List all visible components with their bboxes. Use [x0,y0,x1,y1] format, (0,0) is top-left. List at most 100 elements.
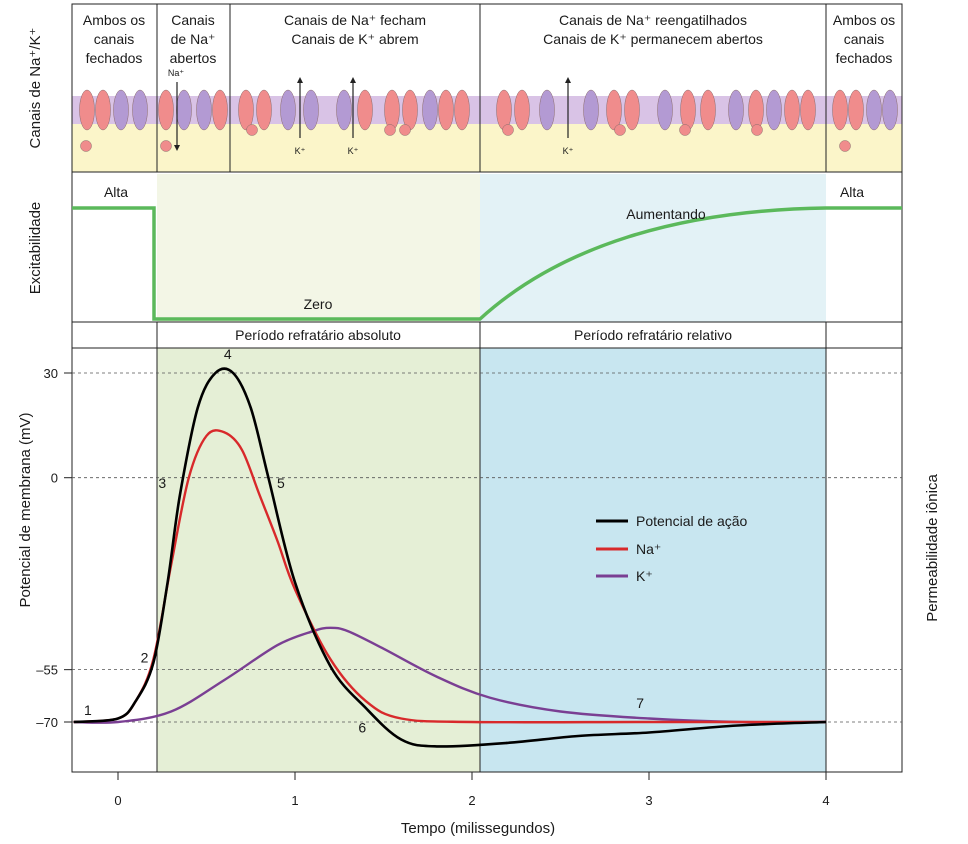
channel-protein [882,89,898,131]
channel-protein [800,89,816,131]
absolute-refractory-label: Período refratário absoluto [235,327,401,343]
k-label-1: K⁺ [295,146,306,156]
inactivation-gate [399,124,411,136]
phase-point-label: 7 [636,695,644,711]
inactivation-gate [751,124,763,136]
channel-protein [784,89,800,131]
inactivation-gate [80,140,92,152]
phase5-line1: Ambos os [833,12,895,28]
excitability-increasing: Aumentando [626,206,706,222]
channel-protein [680,89,696,131]
legend: Potencial de ação Na⁺ K⁺ [596,513,748,584]
k-label-3: K⁺ [563,146,574,156]
phase-point-label: 6 [358,719,366,735]
channel-protein [212,89,228,131]
phase1-line1: Ambos os [83,12,145,28]
phase3-line2: Canais de K⁺ abrem [291,31,418,47]
x-tick-label: 1 [291,793,298,808]
inactivation-gate [384,124,396,136]
phase5-line3: fechados [836,50,893,66]
channel-protein [132,89,148,131]
x-tick-label: 2 [468,793,475,808]
channel-protein [748,89,764,131]
phase-point-label: 3 [158,475,166,491]
channel-protein [624,89,640,131]
absolute-band-excitability [157,174,480,322]
channel-protein [196,89,212,131]
x-tick-label: 0 [114,793,121,808]
phase1-line3: fechados [86,50,143,66]
excitability-zero: Zero [304,296,333,312]
phase-headers: Ambos os canais fechados Canais de Na⁺ a… [83,12,895,66]
excitability-curve [72,206,902,321]
right-axis-label: Permeabilidade iônica [924,474,941,622]
channel-protein [728,89,744,131]
y-axis-label: Potencial de membrana (mV) [17,412,34,607]
k-label-2: K⁺ [348,146,359,156]
y-tick-label: –70 [36,715,58,730]
y-tick-label: 0 [51,471,58,486]
channel-protein [280,89,296,131]
relative-refractory-band [480,348,826,772]
excitability-high-right: Alta [840,184,864,200]
channel-protein [700,89,716,131]
channel-protein [238,89,254,131]
channel-protein [256,89,272,131]
channel-protein [438,89,454,131]
channel-protein [95,89,111,131]
channel-protein [303,89,319,131]
channel-protein [158,89,174,131]
absolute-refractory-band [157,348,480,772]
frame [71,3,903,773]
x-tick-label: 3 [645,793,652,808]
relative-refractory-label: Período refratário relativo [574,327,732,343]
excitability-high-left: Alta [104,184,128,200]
channel-protein [514,89,530,131]
phase2-line3: abertos [170,50,217,66]
channel-protein [79,89,95,131]
channel-protein [848,89,864,131]
series-k [73,626,827,724]
channel-protein [336,89,352,131]
channel-protein [454,89,470,131]
row-label-channels: Canais de Na⁺/K⁺ [27,28,44,149]
channel-protein [176,89,192,131]
inactivation-gate [614,124,626,136]
membrane-row [72,89,902,172]
series-action-potential [73,367,827,748]
chart-series [73,367,827,748]
inactivation-gate [502,124,514,136]
channel-protein [606,89,622,131]
channel-protein [583,89,599,131]
inactivation-gate [839,140,851,152]
legend-label-k: K⁺ [636,568,653,584]
x-axis-label: Tempo (milissegundos) [401,820,555,837]
y-tick-label: 30 [44,366,58,381]
phase3-line1: Canais de Na⁺ fecham [284,12,426,28]
relative-band-excitability [480,174,826,322]
refractory-bands [157,174,826,772]
channel-protein [384,89,400,131]
cytoplasm-band [72,124,902,172]
phase1-line2: canais [94,31,134,47]
phase-point-label: 2 [141,650,149,666]
x-axis-ticks: 0 1 2 3 4 [114,772,830,808]
channel-protein [539,89,555,131]
excitability-labels: Alta Zero Aumentando Alta [104,184,864,312]
x-tick-label: 4 [822,793,829,808]
channel-protein [402,89,418,131]
phase5-line2: canais [844,31,884,47]
channel-protein [496,89,512,131]
legend-label-action-potential: Potencial de ação [636,513,748,529]
phase-point-label: 1 [84,702,92,718]
legend-label-na: Na⁺ [636,541,661,557]
phase2-line1: Canais [171,12,215,28]
channel-protein [832,89,848,131]
phase-point-labels: 1 2 3 4 5 6 7 [84,346,644,735]
phase2-line2: de Na⁺ [171,31,216,47]
y-axis-ticks: 30 0 –55 –70 [36,366,72,730]
phase-point-label: 4 [224,346,232,362]
channel-protein [866,89,882,131]
channel-protein [113,89,129,131]
